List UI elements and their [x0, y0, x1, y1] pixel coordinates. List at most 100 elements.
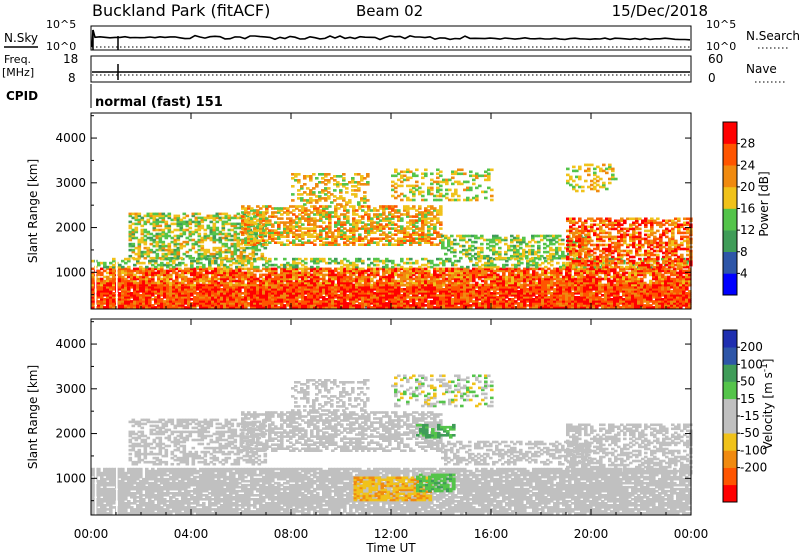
power-cell: [217, 298, 221, 301]
power-cell: [112, 283, 116, 287]
power-cell: [226, 290, 230, 293]
power-cell: [97, 294, 101, 297]
power-cell: [283, 286, 287, 289]
nsky-trace: [91, 29, 691, 48]
power-cell: [376, 306, 380, 309]
power-cell: [271, 296, 275, 299]
power-cell: [535, 292, 539, 295]
power-cell: [349, 294, 353, 297]
power-cell: [580, 296, 584, 299]
power-cell: [460, 304, 464, 307]
power-cell: [259, 300, 263, 303]
power-cell: [100, 302, 104, 305]
power-cell: [292, 304, 296, 307]
power-cell: [406, 300, 410, 303]
power-cell: [229, 290, 233, 293]
power-cell: [385, 286, 389, 289]
power-cell: [274, 290, 278, 293]
power-cell: [103, 306, 107, 309]
power-cell: [112, 273, 116, 277]
power-cell: [97, 302, 101, 305]
power-cell: [145, 279, 149, 283]
power-cell: [160, 273, 164, 277]
power-cell: [100, 290, 104, 293]
power-cell: [643, 296, 647, 299]
power-cell: [601, 290, 605, 293]
power-cell: [616, 290, 620, 293]
power-cell: [664, 304, 668, 307]
power-cell: [442, 304, 446, 307]
power-cell: [121, 281, 125, 285]
power-cell: [454, 300, 458, 303]
power-cell: [379, 294, 383, 297]
power-cell: [385, 292, 389, 295]
power-cell: [253, 277, 257, 281]
power-cell: [289, 292, 293, 295]
power-cell: [97, 271, 101, 275]
power-cell: [295, 294, 299, 297]
power-cell: [544, 288, 548, 291]
power-cell: [268, 269, 272, 273]
power-cell: [197, 232, 202, 236]
power-cell: [220, 288, 224, 291]
power-cell: [661, 292, 665, 295]
power-cell: [379, 298, 383, 301]
power-cell: [166, 277, 170, 281]
power-cell: [154, 286, 158, 289]
power-cell: [214, 288, 218, 291]
power-cell: [409, 292, 413, 295]
power-cell: [142, 277, 146, 281]
power-cell: [502, 292, 506, 295]
power-cell: [679, 294, 683, 297]
power-cell: [385, 302, 389, 305]
power-cell: [247, 269, 251, 273]
power-cell: [250, 281, 254, 285]
power-cell: [610, 300, 614, 303]
power-cell: [166, 300, 170, 303]
power-cell: [358, 290, 362, 293]
power-cell: [592, 292, 596, 295]
power-cell: [160, 298, 164, 301]
power-cell: [667, 296, 671, 299]
power-cell: [586, 298, 590, 301]
power-cell: [622, 300, 626, 303]
power-cell: [493, 300, 497, 303]
power-cell: [637, 290, 641, 293]
power-cell: [607, 292, 611, 295]
power-cell: [409, 290, 413, 293]
power-cell: [316, 300, 320, 303]
power-cell: [529, 288, 533, 291]
power-cell: [223, 298, 227, 301]
power-cell: [217, 269, 221, 273]
power-cell: [179, 256, 184, 260]
power-cell: [547, 290, 551, 293]
power-cell: [181, 269, 185, 273]
power-cell: [145, 304, 149, 307]
power-cell: [124, 290, 128, 293]
power-cell: [238, 283, 242, 287]
power-cell: [118, 296, 122, 299]
power-cell: [166, 279, 170, 283]
power-cell: [127, 283, 131, 287]
power-cell: [376, 283, 380, 287]
power-cell: [256, 269, 260, 273]
power-cell: [214, 279, 218, 283]
power-cell: [277, 277, 281, 281]
power-cell: [136, 267, 140, 271]
power-cell: [610, 304, 614, 307]
power-cell: [205, 283, 209, 287]
power-cell: [197, 212, 202, 216]
power-cell: [265, 300, 269, 303]
power-cell: [238, 269, 242, 273]
power-cell: [529, 286, 533, 289]
power-cell: [103, 275, 107, 279]
power-cell: [361, 288, 365, 291]
power-cell: [400, 288, 404, 291]
power-cell: [139, 288, 143, 291]
power-cell: [613, 286, 617, 289]
power-cell: [463, 298, 467, 301]
power-cell: [577, 304, 581, 307]
power-cell: [469, 288, 473, 291]
power-cell: [625, 292, 629, 295]
power-cell: [430, 286, 434, 289]
